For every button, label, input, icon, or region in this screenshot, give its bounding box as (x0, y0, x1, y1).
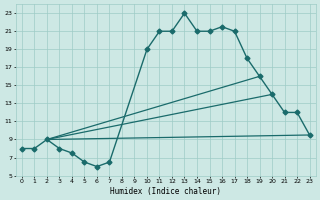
X-axis label: Humidex (Indice chaleur): Humidex (Indice chaleur) (110, 187, 221, 196)
